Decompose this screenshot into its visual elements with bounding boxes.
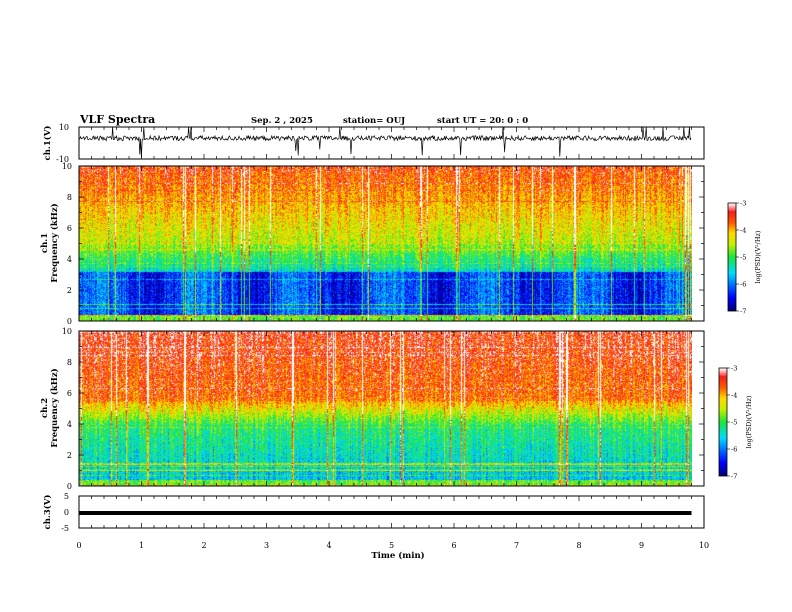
ch1-ytick-bottom: -10 [56, 155, 69, 164]
time-tick-label: 4 [326, 541, 331, 550]
ch1-waveform-xticks [78, 127, 705, 159]
ch2-colorbar-label: log(PSD)(V²/Hz) [745, 395, 753, 448]
ch2-spectrogram-panel: 0 2 4 6 8 10 ch.2 Frequency (kHz) -3 -4 -5 -6 -7 … [40, 327, 753, 491]
frequency-tick-label: 10 [62, 327, 72, 336]
time-axis-label: Time (min) [371, 550, 424, 561]
time-axis-ticklabels: 0 1 2 3 4 5 6 7 8 9 10 [76, 541, 709, 550]
ch3-waveform-ylabel: ch.3(V) [42, 495, 53, 530]
ch3-ytick-top: 5 [64, 492, 69, 501]
ch1-ytick-top: 10 [59, 123, 69, 132]
frequency-tick-label: 8 [67, 193, 72, 202]
ch1-spectrogram-image [79, 166, 692, 321]
colorbar-tick-label: -6 [731, 446, 737, 454]
ch1-colorbar-ticks: -3 -4 -5 -6 -7 [736, 200, 746, 316]
ch2-colorbar: -3 -4 -5 -6 -7 log(PSD)(V²/Hz) [718, 365, 753, 481]
ch1-waveform-panel: 10 -10 ch.1(V) [42, 123, 705, 164]
ch1-spectrogram-ylabel-line2: Frequency (kHz) [49, 203, 60, 282]
frequency-tick-label: 2 [67, 451, 72, 460]
station-label: station= OUJ [343, 116, 405, 126]
ch2-spectrogram-image [79, 331, 692, 486]
ch1-waveform-line [78, 126, 692, 158]
ch1-spectrogram-xticks [78, 166, 705, 321]
figure-title: VLF Spectra [79, 113, 155, 126]
colorbar-tick-label: -3 [731, 365, 737, 373]
ch2-spectrogram-xticks [78, 331, 705, 486]
time-tick-label: 2 [201, 541, 206, 550]
ch1-spectrogram-yticks: 0 2 4 6 8 10 [62, 162, 704, 326]
colorbar-tick-label: -4 [731, 392, 737, 400]
ch3-waveform-panel: 5 0 -5 ch.3(V) 0 1 2 3 4 5 6 7 8 9 10 Time (min) [42, 492, 709, 561]
frequency-tick-label: 6 [67, 224, 72, 233]
colorbar-tick-label: -5 [740, 254, 746, 262]
ch1-spectrogram-ylabel-line1: ch.1 [40, 233, 50, 253]
colorbar-tick-label: -6 [740, 281, 746, 289]
frequency-tick-label: 2 [67, 286, 72, 295]
start-ut-label: start UT = 20: 0 : 0 [437, 116, 528, 126]
frequency-tick-label: 4 [67, 420, 72, 429]
frequency-tick-label: 8 [67, 358, 72, 367]
frequency-tick-label: 6 [67, 389, 72, 398]
time-tick-label: 8 [576, 541, 581, 550]
time-tick-label: 7 [514, 541, 519, 550]
colorbar-tick-label: -4 [740, 227, 746, 235]
time-tick-label: 1 [139, 541, 144, 550]
frequency-tick-label: 0 [67, 482, 72, 491]
frequency-tick-label: 0 [67, 317, 72, 326]
ch1-waveform-ylabel: ch.1(V) [42, 126, 53, 161]
ch3-ytick-mid: 0 [64, 508, 69, 517]
colorbar-tick-label: -3 [740, 200, 746, 208]
ch1-colorbar: -3 -4 -5 -6 -7 log(PSD)(V²/Hz) [727, 200, 762, 316]
ch2-spectrogram-yticks: 0 2 4 6 8 10 [62, 327, 704, 491]
frequency-tick-label: 10 [62, 162, 72, 171]
colorbar-tick-label: -7 [731, 473, 737, 481]
ch1-colorbar-gradient [728, 203, 736, 311]
time-tick-label: 6 [451, 541, 456, 550]
ch2-colorbar-gradient [719, 368, 727, 476]
colorbar-tick-label: -5 [731, 419, 737, 427]
ch2-spectrogram-ylabel-line2: Frequency (kHz) [49, 368, 60, 447]
time-tick-label: 0 [76, 541, 81, 550]
frequency-tick-label: 4 [67, 255, 72, 264]
ch3-ytick-bottom: -5 [61, 524, 69, 533]
time-tick-label: 9 [639, 541, 644, 550]
time-tick-label: 5 [389, 541, 394, 550]
ch3-waveform-xticks [78, 496, 705, 528]
ch1-colorbar-label: log(PSD)(V²/Hz) [754, 230, 762, 283]
ch2-colorbar-ticks: -3 -4 -5 -6 -7 [727, 365, 737, 481]
ch2-spectrogram-ylabel-line1: ch.2 [40, 398, 50, 418]
ch1-spectrogram-panel: 0 2 4 6 8 10 ch.1 Frequency (kHz) -3 -4 -5 -6 -7 … [40, 162, 762, 326]
time-tick-label: 3 [264, 541, 269, 550]
time-tick-label: 10 [699, 541, 709, 550]
colorbar-tick-label: -7 [740, 308, 746, 316]
date-label: Sep. 2 , 2025 [251, 116, 313, 126]
